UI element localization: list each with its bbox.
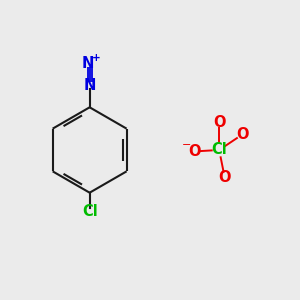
Text: O: O — [236, 127, 248, 142]
Text: O: O — [189, 144, 201, 159]
Text: N: N — [83, 78, 96, 93]
Text: +: + — [92, 53, 100, 63]
Text: −: − — [182, 140, 192, 150]
Text: O: O — [213, 115, 225, 130]
Text: O: O — [218, 170, 231, 185]
Text: N: N — [82, 56, 94, 70]
Text: Cl: Cl — [211, 142, 227, 158]
Text: Cl: Cl — [82, 204, 98, 219]
